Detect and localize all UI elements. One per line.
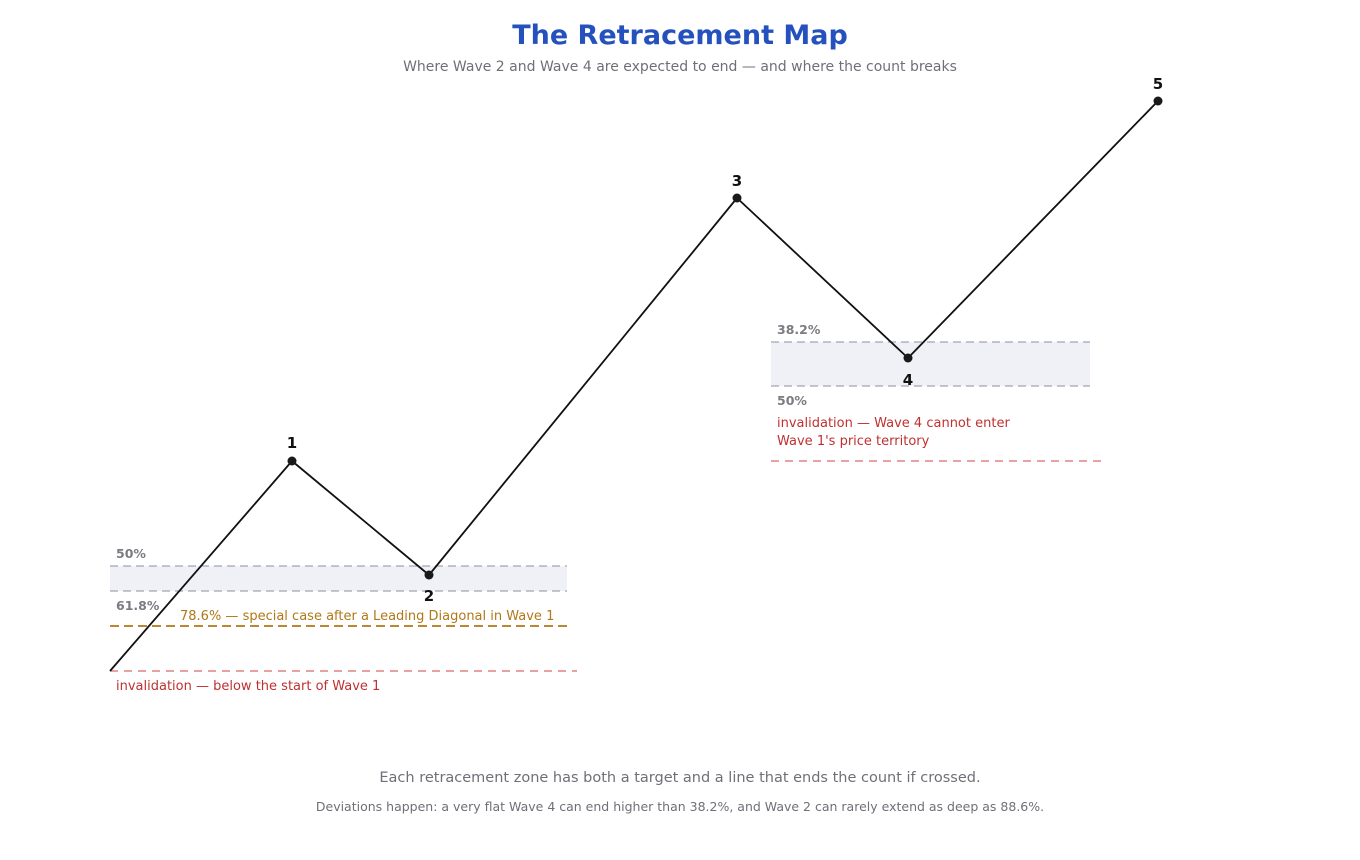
wave2-special-label: 78.6% — special case after a Leading Dia… xyxy=(180,609,554,624)
wave2-zone-lower-label: 61.8% xyxy=(116,598,160,613)
wave4-invalidation-label-line2: Wave 1's price territory xyxy=(777,434,930,449)
wave2-zone-band xyxy=(110,566,567,591)
wave1-point xyxy=(287,456,297,466)
wave1-label: 1 xyxy=(287,434,297,452)
wave-path xyxy=(109,100,1159,672)
wave3-label: 3 xyxy=(732,172,742,190)
wave4-label: 4 xyxy=(903,371,913,389)
wave4-zone-upper-label: 38.2% xyxy=(777,322,821,337)
wave4-point xyxy=(903,353,913,363)
wave2-label: 2 xyxy=(424,587,434,605)
wave5-point xyxy=(1153,96,1163,106)
footer-deviation-note: Deviations happen: a very flat Wave 4 ca… xyxy=(315,799,1045,814)
wave2-point xyxy=(424,570,434,580)
wave4-invalidation-label-line1: invalidation — Wave 4 cannot enter xyxy=(777,416,1010,431)
wave2-zone-upper-label: 50% xyxy=(116,546,146,561)
wave4-zone-band xyxy=(771,342,1090,386)
wave2-invalidation-label: invalidation — below the start of Wave 1 xyxy=(116,679,380,694)
page-subtitle: Where Wave 2 and Wave 4 are expected to … xyxy=(403,59,957,75)
wave4-zone-lower-label: 50% xyxy=(777,393,807,408)
wave5-label: 5 xyxy=(1153,75,1163,93)
wave3-point xyxy=(732,193,742,203)
footer-note: Each retracement zone has both a target … xyxy=(379,770,981,786)
page-title: The Retracement Map xyxy=(512,20,848,51)
